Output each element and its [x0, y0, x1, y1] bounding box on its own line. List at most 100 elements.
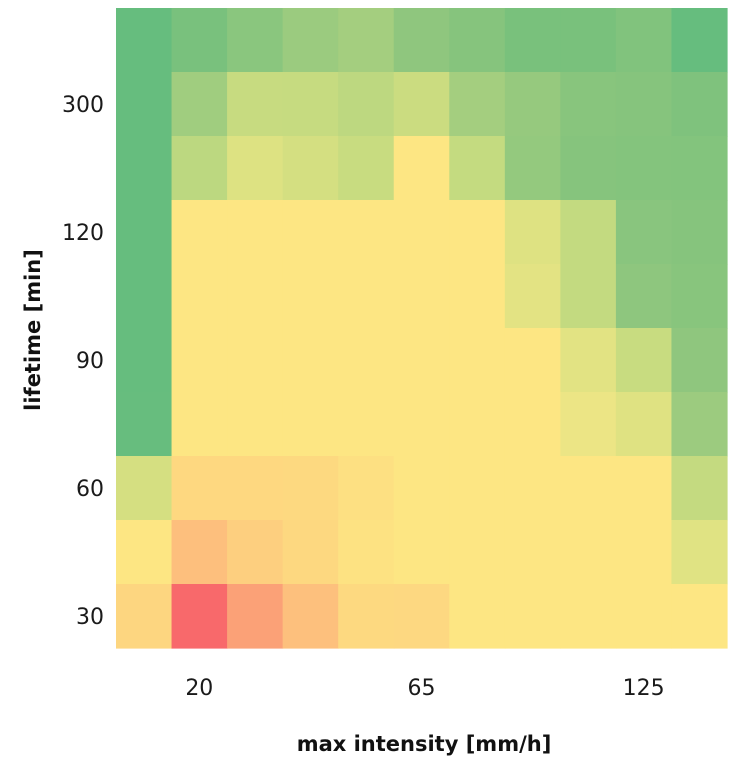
heatmap-cell-r2-c10	[671, 136, 728, 201]
heatmap-cell-r3-c8	[560, 200, 617, 265]
heatmap-cell-r2-c7	[504, 136, 561, 201]
heatmap-cell-r0-c6	[449, 8, 506, 73]
heatmap-cell-r4-c8	[560, 264, 617, 329]
heatmap-cell-r7-c5	[393, 456, 450, 521]
heatmap-cell-r1-c5	[393, 72, 450, 137]
heatmap-cell-r7-c3	[282, 456, 339, 521]
heatmap-cell-r5-c4	[338, 328, 395, 393]
heatmap-cell-r7-c2	[227, 456, 284, 521]
heatmap-cell-r4-c0	[116, 264, 173, 329]
x-axis-title: max intensity [mm/h]	[297, 732, 552, 756]
heatmap-cell-r9-c9	[615, 584, 673, 649]
heatmap-cell-r2-c1	[171, 136, 228, 201]
heatmap-cell-r3-c4	[338, 200, 395, 265]
heatmap-cell-r8-c6	[449, 520, 506, 585]
heatmap-cell-r5-c9	[615, 328, 673, 393]
y-tick-labels: 300 120 90 60 30	[62, 93, 104, 630]
heatmap-cell-r3-c5	[393, 200, 450, 265]
heatmap-cell-r0-c2	[227, 8, 284, 73]
heatmap-cell-r6-c10	[671, 392, 728, 457]
heatmap-cell-r8-c1	[171, 520, 228, 585]
heatmap-cell-r0-c1	[171, 8, 228, 73]
heatmap-cell-r0-c8	[560, 8, 617, 73]
heatmap-cell-r7-c7	[504, 456, 561, 521]
heatmap-cell-r1-c7	[504, 72, 561, 137]
heatmap-cell-r4-c10	[671, 264, 728, 329]
heatmap-cell-r3-c0	[116, 200, 173, 265]
heatmap-cell-r9-c7	[504, 584, 561, 649]
heatmap-cell-r9-c6	[449, 584, 506, 649]
heatmap-cell-r6-c8	[560, 392, 617, 457]
heatmap-cell-r9-c4	[338, 584, 395, 649]
x-tick-labels: 20 65 125	[185, 676, 664, 701]
y-tick-label: 60	[76, 477, 104, 502]
heatmap-cell-r0-c3	[282, 8, 339, 73]
heatmap-cells	[116, 8, 728, 649]
heatmap-cell-r5-c10	[671, 328, 728, 393]
heatmap-cell-r3-c9	[615, 200, 673, 265]
y-tick-label: 90	[76, 349, 104, 374]
heatmap-cell-r3-c6	[449, 200, 506, 265]
heatmap-cell-r0-c4	[338, 8, 395, 73]
heatmap-cell-r5-c7	[504, 328, 561, 393]
heatmap-cell-r5-c5	[393, 328, 450, 393]
heatmap-cell-r1-c3	[282, 72, 339, 137]
heatmap-cell-r1-c9	[615, 72, 673, 137]
heatmap-cell-r6-c2	[227, 392, 284, 457]
heatmap-cell-r7-c1	[171, 456, 228, 521]
heatmap-cell-r6-c0	[116, 392, 173, 457]
heatmap-cell-r6-c9	[615, 392, 673, 457]
heatmap-cell-r7-c0	[116, 456, 173, 521]
heatmap-cell-r1-c6	[449, 72, 506, 137]
heatmap-cell-r2-c6	[449, 136, 506, 201]
heatmap-cell-r0-c0	[116, 8, 173, 73]
heatmap-cell-r5-c2	[227, 328, 284, 393]
y-tick-label: 120	[62, 221, 104, 246]
x-tick-label: 20	[185, 676, 213, 701]
heatmap-cell-r4-c4	[338, 264, 395, 329]
heatmap-cell-r1-c10	[671, 72, 728, 137]
heatmap-cell-r7-c6	[449, 456, 506, 521]
heatmap-cell-r5-c1	[171, 328, 228, 393]
heatmap-cell-r2-c4	[338, 136, 395, 201]
heatmap-cell-r0-c10	[671, 8, 728, 73]
heatmap-cell-r5-c6	[449, 328, 506, 393]
heatmap-cell-r7-c8	[560, 456, 617, 521]
heatmap-cell-r6-c4	[338, 392, 395, 457]
heatmap-cell-r6-c7	[504, 392, 561, 457]
heatmap-cell-r1-c1	[171, 72, 228, 137]
heatmap-cell-r7-c4	[338, 456, 395, 521]
heatmap-cell-r4-c3	[282, 264, 339, 329]
heatmap-cell-r2-c2	[227, 136, 284, 201]
heatmap-cell-r8-c2	[227, 520, 284, 585]
y-axis-title: lifetime [min]	[21, 249, 45, 411]
heatmap-cell-r3-c2	[227, 200, 284, 265]
heatmap-cell-r7-c10	[671, 456, 728, 521]
heatmap-cell-r4-c6	[449, 264, 506, 329]
heatmap-cell-r0-c9	[615, 8, 673, 73]
heatmap-cell-r2-c8	[560, 136, 617, 201]
heatmap-cell-r5-c8	[560, 328, 617, 393]
heatmap-cell-r4-c7	[504, 264, 561, 329]
heatmap-cell-r5-c0	[116, 328, 173, 393]
heatmap-cell-r1-c0	[116, 72, 173, 137]
heatmap-cell-r6-c5	[393, 392, 450, 457]
heatmap-cell-r2-c9	[615, 136, 673, 201]
heatmap-cell-r8-c8	[560, 520, 617, 585]
heatmap-cell-r9-c0	[116, 584, 173, 649]
heatmap-cell-r8-c3	[282, 520, 339, 585]
heatmap-cell-r8-c9	[615, 520, 673, 585]
y-tick-label: 300	[62, 93, 104, 118]
heatmap-cell-r3-c3	[282, 200, 339, 265]
heatmap-cell-r1-c2	[227, 72, 284, 137]
x-tick-label: 125	[623, 676, 665, 701]
heatmap-cell-r9-c1	[171, 584, 228, 649]
heatmap-cell-r4-c2	[227, 264, 284, 329]
heatmap-cell-r8-c0	[116, 520, 173, 585]
heatmap-cell-r2-c0	[116, 136, 173, 201]
heatmap-cell-r0-c5	[393, 8, 450, 73]
heatmap-cell-r5-c3	[282, 328, 339, 393]
heatmap-cell-r9-c8	[560, 584, 617, 649]
heatmap-cell-r8-c5	[393, 520, 450, 585]
